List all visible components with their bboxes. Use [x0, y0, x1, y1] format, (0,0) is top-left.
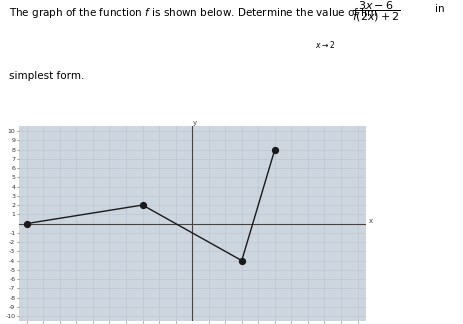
Text: y: y — [193, 120, 197, 125]
Text: in: in — [435, 4, 445, 14]
Point — [23, 221, 31, 226]
Text: $x \to 2$: $x \to 2$ — [315, 39, 335, 50]
Text: x: x — [369, 218, 373, 224]
Point — [271, 147, 279, 152]
Text: $\dfrac{3x - 6}{f(2x) + 2}$: $\dfrac{3x - 6}{f(2x) + 2}$ — [352, 0, 401, 25]
Point — [238, 258, 245, 263]
Point — [139, 202, 146, 208]
Text: simplest form.: simplest form. — [9, 71, 85, 81]
Text: The graph of the function $f$ is shown below. Determine the value of lim: The graph of the function $f$ is shown b… — [9, 6, 378, 20]
